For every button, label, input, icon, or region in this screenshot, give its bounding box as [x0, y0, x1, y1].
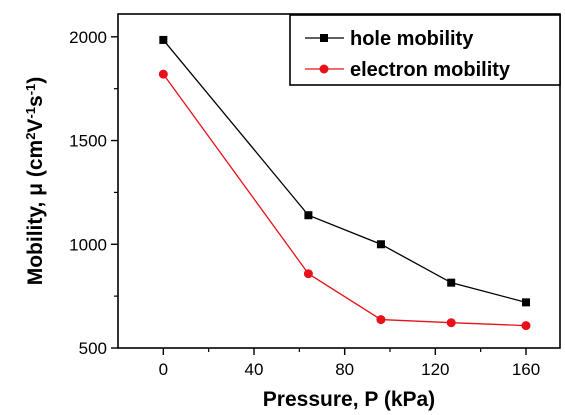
- x-tick-label-2: 80: [335, 360, 354, 379]
- data-point-hole-mobility-3: [447, 278, 456, 287]
- y-tick-label-1: 1000: [69, 235, 107, 254]
- legend-box: [289, 14, 561, 86]
- x-tick-label-1: 40: [245, 360, 264, 379]
- y-axis-title-prefix: Mobility, μ (cm: [24, 140, 47, 285]
- y-axis-title-sup3: -1: [23, 84, 38, 96]
- series-electron-mobility: [158, 69, 531, 331]
- legend-item-hole-mobility: hole mobility: [305, 28, 474, 50]
- data-point-electron-mobility-4: [521, 321, 531, 331]
- x-tick-label-0: 0: [159, 360, 168, 379]
- y-axis: 500 1000 1500 2000: [69, 28, 118, 358]
- series-layer: [158, 35, 531, 331]
- legend-marker-hole-mobility: [320, 34, 328, 42]
- legend-item-electron-mobility: electron mobility: [305, 59, 511, 81]
- legend-marker-electron-mobility: [319, 64, 329, 74]
- legend-label-electron-mobility: electron mobility: [350, 59, 511, 81]
- y-tick-label-2: 1500: [69, 132, 107, 151]
- data-point-hole-mobility-0: [159, 35, 168, 44]
- legend-label-hole-mobility: hole mobility: [350, 28, 474, 50]
- data-point-electron-mobility-3: [446, 318, 456, 328]
- x-tick-label-3: 120: [421, 360, 449, 379]
- plot-area: [117, 13, 561, 349]
- y-tick-label-3: 2000: [69, 28, 107, 47]
- legend: hole mobility electron mobility: [289, 14, 561, 86]
- series-hole-mobility: [159, 35, 530, 307]
- y-axis-title: Mobility, μ (cm2V-1s-1): [23, 77, 48, 286]
- y-axis-title-mid1: V: [24, 119, 47, 133]
- x-axis: 0 40 80 120 160: [159, 348, 540, 379]
- x-axis-title: Pressure, P (kPa): [263, 388, 435, 411]
- y-axis-title-sup1: 2: [23, 133, 38, 140]
- data-point-electron-mobility-2: [376, 315, 386, 325]
- data-point-hole-mobility-1: [304, 211, 313, 220]
- y-axis-title-sup2: -1: [23, 107, 38, 119]
- data-point-electron-mobility-1: [303, 269, 313, 279]
- data-point-hole-mobility-2: [376, 240, 385, 249]
- y-axis-title-mid2: s: [24, 95, 47, 107]
- y-axis-title-suffix: ): [24, 77, 47, 84]
- x-tick-label-4: 160: [512, 360, 540, 379]
- data-point-hole-mobility-4: [522, 298, 530, 307]
- y-tick-label-0: 500: [79, 339, 107, 358]
- data-point-electron-mobility-0: [158, 69, 168, 79]
- plot-frame: [117, 13, 561, 349]
